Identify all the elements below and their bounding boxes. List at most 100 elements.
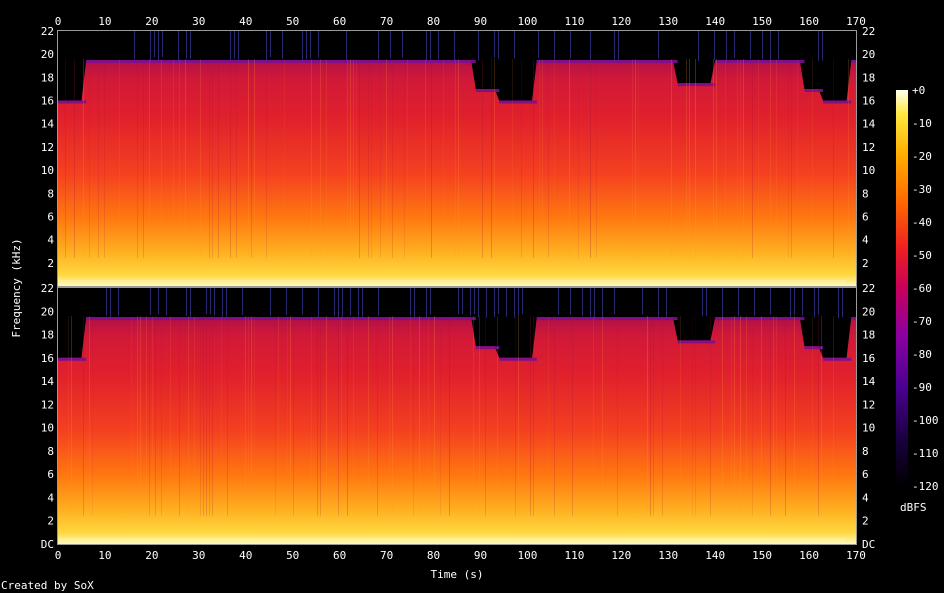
x-tick-label-bottom: 140 [705, 549, 725, 562]
x-tick-label-bottom: 160 [799, 549, 819, 562]
x-tick-label-bottom: 170 [846, 549, 866, 562]
x-tick-label-top: 20 [145, 15, 158, 28]
y-tick-label-left: 22 [41, 25, 54, 38]
y-tick-label-left: 12 [41, 398, 54, 411]
cutoff-edge [672, 60, 678, 63]
plot-frame [57, 287, 857, 545]
cutoff-edge [710, 83, 716, 87]
y-tick-label-right: 10 [862, 164, 875, 177]
colorbar-tick-label: -10 [912, 117, 932, 130]
colorbar-tick-label: -90 [912, 381, 932, 394]
x-tick-label-top: 140 [705, 15, 725, 28]
y-tick-label-left: 20 [41, 48, 54, 61]
cutoff-edge [851, 317, 856, 321]
spectral-texture [68, 316, 834, 516]
x-tick-label-top: 60 [333, 15, 346, 28]
y-axis-label: Frequency (kHz) [10, 238, 23, 337]
cutoff-edge [799, 317, 805, 321]
cutoff-edge [804, 89, 819, 92]
cutoff-edge [499, 357, 533, 361]
x-tick-label-bottom: 90 [474, 549, 487, 562]
cutoff-edge [86, 317, 472, 321]
y-tick-label-right: 14 [862, 375, 876, 388]
y-tick-label-left: 6 [47, 211, 54, 224]
x-tick-label-top: 130 [658, 15, 678, 28]
y-tick-label-right: 8 [862, 187, 869, 200]
x-tick-label-top: 30 [192, 15, 205, 28]
cutoff-edge [58, 100, 82, 104]
cutoff-edge [804, 346, 819, 350]
y-tick-label-left: 20 [41, 305, 54, 318]
cutoff-edge [677, 340, 711, 344]
colorbar-tick-label: -30 [912, 183, 932, 196]
cutoff-edge [532, 357, 537, 361]
x-tick-label-bottom: 10 [98, 549, 111, 562]
colorbar-tick-label: -120 [912, 480, 939, 493]
cutoff-edge [58, 357, 82, 361]
colorbar-tick-label: -110 [912, 447, 939, 460]
y-tick-label-left: 10 [41, 164, 54, 177]
spectral-energy [58, 60, 856, 286]
x-tick-label-top: 10 [98, 15, 111, 28]
y-tick-label-right: 4 [862, 492, 869, 505]
y-tick-label-right: 16 [862, 95, 875, 108]
y-tick-label-left: 8 [47, 187, 54, 200]
y-tick-label-left: 8 [47, 445, 54, 458]
y-tick-label-left: 16 [41, 352, 54, 365]
y-tick-label-right: 20 [862, 305, 875, 318]
cutoff-edge [823, 357, 847, 361]
cutoff-edge [715, 60, 800, 63]
plot-frame [57, 30, 857, 287]
y-tick-label-left: 4 [47, 234, 54, 247]
y-tick-label-right: 10 [862, 422, 875, 435]
cutoff-edge [536, 317, 673, 321]
y-tick-label-left: 10 [41, 422, 54, 435]
x-tick-label-bottom: 80 [427, 549, 440, 562]
x-tick-label-bottom: 0 [55, 549, 62, 562]
x-tick-label-bottom: 100 [517, 549, 537, 562]
x-tick-label-top: 90 [474, 15, 487, 28]
cutoff-edge [823, 100, 847, 104]
y-tick-label-right: DC [862, 538, 875, 551]
x-tick-label-bottom: 30 [192, 549, 205, 562]
y-tick-label-right: 16 [862, 352, 875, 365]
cutoff-edge [494, 346, 500, 350]
x-tick-label-bottom: 20 [145, 549, 158, 562]
credit-text: Created by SoX [1, 579, 94, 592]
spectrogram-channel-2 [57, 287, 857, 545]
colorbar-tick-label: -40 [912, 216, 932, 229]
y-tick-label-right: 22 [862, 25, 875, 38]
y-tick-label-left: 22 [41, 282, 54, 295]
colorbar-ticks: +0 -10 -20 -30 -40 -50 -60 -70 -80 -90 -100 -110 -12… [912, 84, 939, 493]
colorbar [896, 90, 908, 486]
y-tick-label-right: 12 [862, 141, 875, 154]
colorbar-tick-label: -20 [912, 150, 932, 163]
y-tick-label-right: 22 [862, 282, 875, 295]
x-tick-label-top: 150 [752, 15, 772, 28]
cutoff-edge [677, 83, 711, 87]
x-tick-label-top: 0 [55, 15, 62, 28]
low-band [58, 280, 846, 284]
y-tick-label-right: 18 [862, 329, 875, 342]
cutoff-edge [475, 346, 495, 350]
x-axis-bottom: 0 10 20 30 40 50 60 70 80 90 100 110 120 130 140 150 160… [55, 549, 866, 562]
hf-spikes [106, 288, 843, 318]
y-tick-label-right: 6 [862, 468, 869, 481]
y-tick-label-left: 14 [41, 375, 55, 388]
x-tick-label-top: 170 [846, 15, 866, 28]
x-tick-label-bottom: 40 [239, 549, 252, 562]
y-tick-label-right: 14 [862, 118, 876, 131]
y-tick-label-right: 6 [862, 211, 869, 224]
y-tick-label-left: 16 [41, 95, 54, 108]
cutoff-edge [471, 317, 476, 321]
x-tick-label-bottom: 110 [564, 549, 584, 562]
x-tick-label-bottom: 70 [380, 549, 393, 562]
cutoff-edge [471, 60, 476, 63]
x-tick-label-bottom: 150 [752, 549, 772, 562]
x-tick-label-bottom: 60 [333, 549, 346, 562]
cutoff-edge [81, 357, 87, 361]
cutoff-edge [672, 317, 678, 321]
x-tick-label-top: 110 [564, 15, 584, 28]
